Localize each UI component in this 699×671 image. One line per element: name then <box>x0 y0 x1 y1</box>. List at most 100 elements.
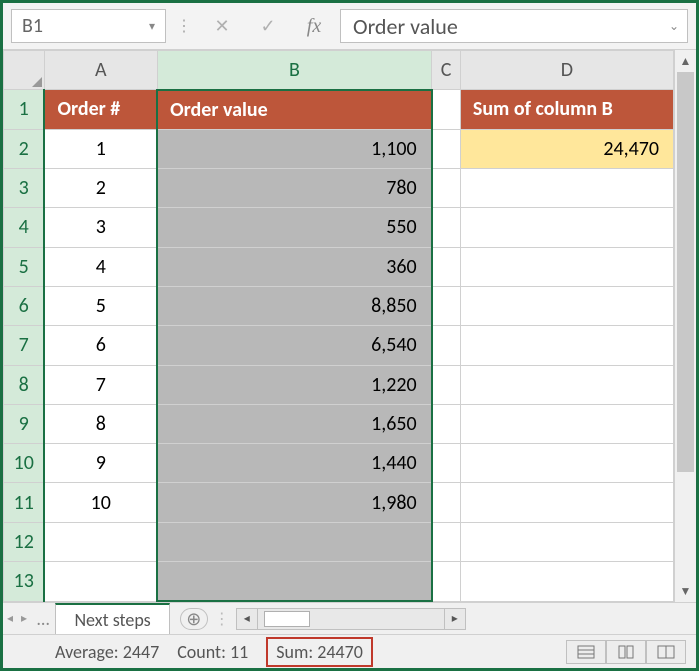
formula-expand-icon[interactable]: ⌄ <box>669 19 679 34</box>
hscroll-right-icon[interactable]: ▸ <box>444 608 466 630</box>
col-header-a[interactable]: A <box>44 51 157 90</box>
cell-b7[interactable]: 6,540 <box>157 326 432 365</box>
cell-a12[interactable] <box>44 522 157 561</box>
view-buttons <box>566 640 686 664</box>
cell-c4[interactable] <box>432 208 461 247</box>
cell-b3[interactable]: 780 <box>157 168 432 207</box>
cell-b2[interactable]: 1,100 <box>157 129 432 168</box>
cell-d9[interactable] <box>460 404 673 443</box>
cell-c6[interactable] <box>432 286 461 325</box>
view-page-layout-icon[interactable] <box>606 640 646 664</box>
hscroll-thumb[interactable] <box>264 611 310 627</box>
cell-c1[interactable] <box>432 90 461 129</box>
cell-d8[interactable] <box>460 365 673 404</box>
row-header-4[interactable]: 4 <box>4 208 45 247</box>
cell-a10[interactable]: 9 <box>44 444 157 483</box>
name-box[interactable]: B1 <box>11 9 166 43</box>
cell-b12[interactable] <box>157 522 432 561</box>
view-page-break-icon[interactable] <box>646 640 686 664</box>
cell-c7[interactable] <box>432 326 461 365</box>
formula-text: Order value <box>353 13 458 40</box>
row-header-8[interactable]: 8 <box>4 365 45 404</box>
select-all-corner[interactable] <box>4 51 45 90</box>
cell-c11[interactable] <box>432 483 461 522</box>
cell-d1[interactable]: Sum of column B <box>460 90 673 129</box>
cell-c10[interactable] <box>432 444 461 483</box>
cell-d6[interactable] <box>460 286 673 325</box>
grid-table[interactable]: A B C D 1 Order # Order value Sum of col… <box>3 50 674 602</box>
sheet-divider-icon: ⋮ <box>208 609 236 629</box>
row-header-1[interactable]: 1 <box>4 90 45 129</box>
cell-b4[interactable]: 550 <box>157 208 432 247</box>
cell-d13[interactable] <box>460 562 673 601</box>
name-box-menu-icon[interactable]: ⋮ <box>172 16 196 36</box>
cell-d11[interactable] <box>460 483 673 522</box>
add-sheet-icon[interactable]: ⊕ <box>180 608 208 630</box>
cancel-icon: ✕ <box>202 11 242 41</box>
row-header-13[interactable]: 13 <box>4 562 45 601</box>
cell-c5[interactable] <box>432 247 461 286</box>
fx-icon[interactable]: fx <box>294 11 334 41</box>
cell-a7[interactable]: 6 <box>44 326 157 365</box>
cell-c8[interactable] <box>432 365 461 404</box>
cell-a6[interactable]: 5 <box>44 286 157 325</box>
col-header-d[interactable]: D <box>460 51 673 90</box>
cell-b8[interactable]: 1,220 <box>157 365 432 404</box>
sheet-tab-next-steps[interactable]: Next steps <box>55 603 169 635</box>
cell-d3[interactable] <box>460 168 673 207</box>
vertical-scrollbar[interactable]: ▲ ▼ <box>674 50 696 602</box>
cell-a13[interactable] <box>44 562 157 601</box>
cell-a8[interactable]: 7 <box>44 365 157 404</box>
cell-b10[interactable]: 1,440 <box>157 444 432 483</box>
sheet-tab-bar: ◂ ▸ … Next steps ⊕ ⋮ ◂ ▸ <box>3 602 696 634</box>
sheet-next-icon[interactable]: ▸ <box>17 611 31 626</box>
row-header-7[interactable]: 7 <box>4 326 45 365</box>
cell-a11[interactable]: 10 <box>44 483 157 522</box>
row-header-11[interactable]: 11 <box>4 483 45 522</box>
status-sum: Sum: 24470 <box>266 637 373 667</box>
cell-b11[interactable]: 1,980 <box>157 483 432 522</box>
row-header-10[interactable]: 10 <box>4 444 45 483</box>
view-normal-icon[interactable] <box>566 640 606 664</box>
cell-d2[interactable]: 24,470 <box>460 129 673 168</box>
cell-b5[interactable]: 360 <box>157 247 432 286</box>
cell-c12[interactable] <box>432 522 461 561</box>
cell-c2[interactable] <box>432 129 461 168</box>
row-header-5[interactable]: 5 <box>4 247 45 286</box>
row-header-12[interactable]: 12 <box>4 522 45 561</box>
row-header-2[interactable]: 2 <box>4 129 45 168</box>
col-header-c[interactable]: C <box>432 51 461 90</box>
cell-b1[interactable]: Order value <box>157 90 432 129</box>
sheet-prev-icon[interactable]: ◂ <box>3 611 17 626</box>
cell-a4[interactable]: 3 <box>44 208 157 247</box>
cell-a1[interactable]: Order # <box>44 90 157 129</box>
cell-d12[interactable] <box>460 522 673 561</box>
formula-input[interactable]: Order value ⌄ <box>340 9 688 43</box>
row-header-6[interactable]: 6 <box>4 286 45 325</box>
row-header-3[interactable]: 3 <box>4 168 45 207</box>
cell-c9[interactable] <box>432 404 461 443</box>
horizontal-scrollbar[interactable]: ◂ ▸ <box>236 608 466 630</box>
status-bar: Average: 2447 Count: 11 Sum: 24470 <box>3 634 696 668</box>
cell-a9[interactable]: 8 <box>44 404 157 443</box>
scroll-thumb[interactable] <box>677 72 694 472</box>
scroll-down-icon[interactable]: ▼ <box>675 580 696 602</box>
cell-a3[interactable]: 2 <box>44 168 157 207</box>
hscroll-left-icon[interactable]: ◂ <box>236 608 258 630</box>
cell-a5[interactable]: 4 <box>44 247 157 286</box>
cell-d4[interactable] <box>460 208 673 247</box>
sheet-overflow-icon[interactable]: … <box>31 608 55 630</box>
scroll-up-icon[interactable]: ▲ <box>675 50 696 72</box>
cell-d7[interactable] <box>460 326 673 365</box>
cell-c13[interactable] <box>432 562 461 601</box>
cell-c3[interactable] <box>432 168 461 207</box>
cell-b6[interactable]: 8,850 <box>157 286 432 325</box>
row-header-9[interactable]: 9 <box>4 404 45 443</box>
col-header-b[interactable]: B <box>157 51 432 90</box>
cell-b13[interactable] <box>157 562 432 601</box>
cell-a2[interactable]: 1 <box>44 129 157 168</box>
formula-bar: B1 ⋮ ✕ ✓ fx Order value ⌄ <box>3 3 696 50</box>
cell-d5[interactable] <box>460 247 673 286</box>
cell-d10[interactable] <box>460 444 673 483</box>
cell-b9[interactable]: 1,650 <box>157 404 432 443</box>
